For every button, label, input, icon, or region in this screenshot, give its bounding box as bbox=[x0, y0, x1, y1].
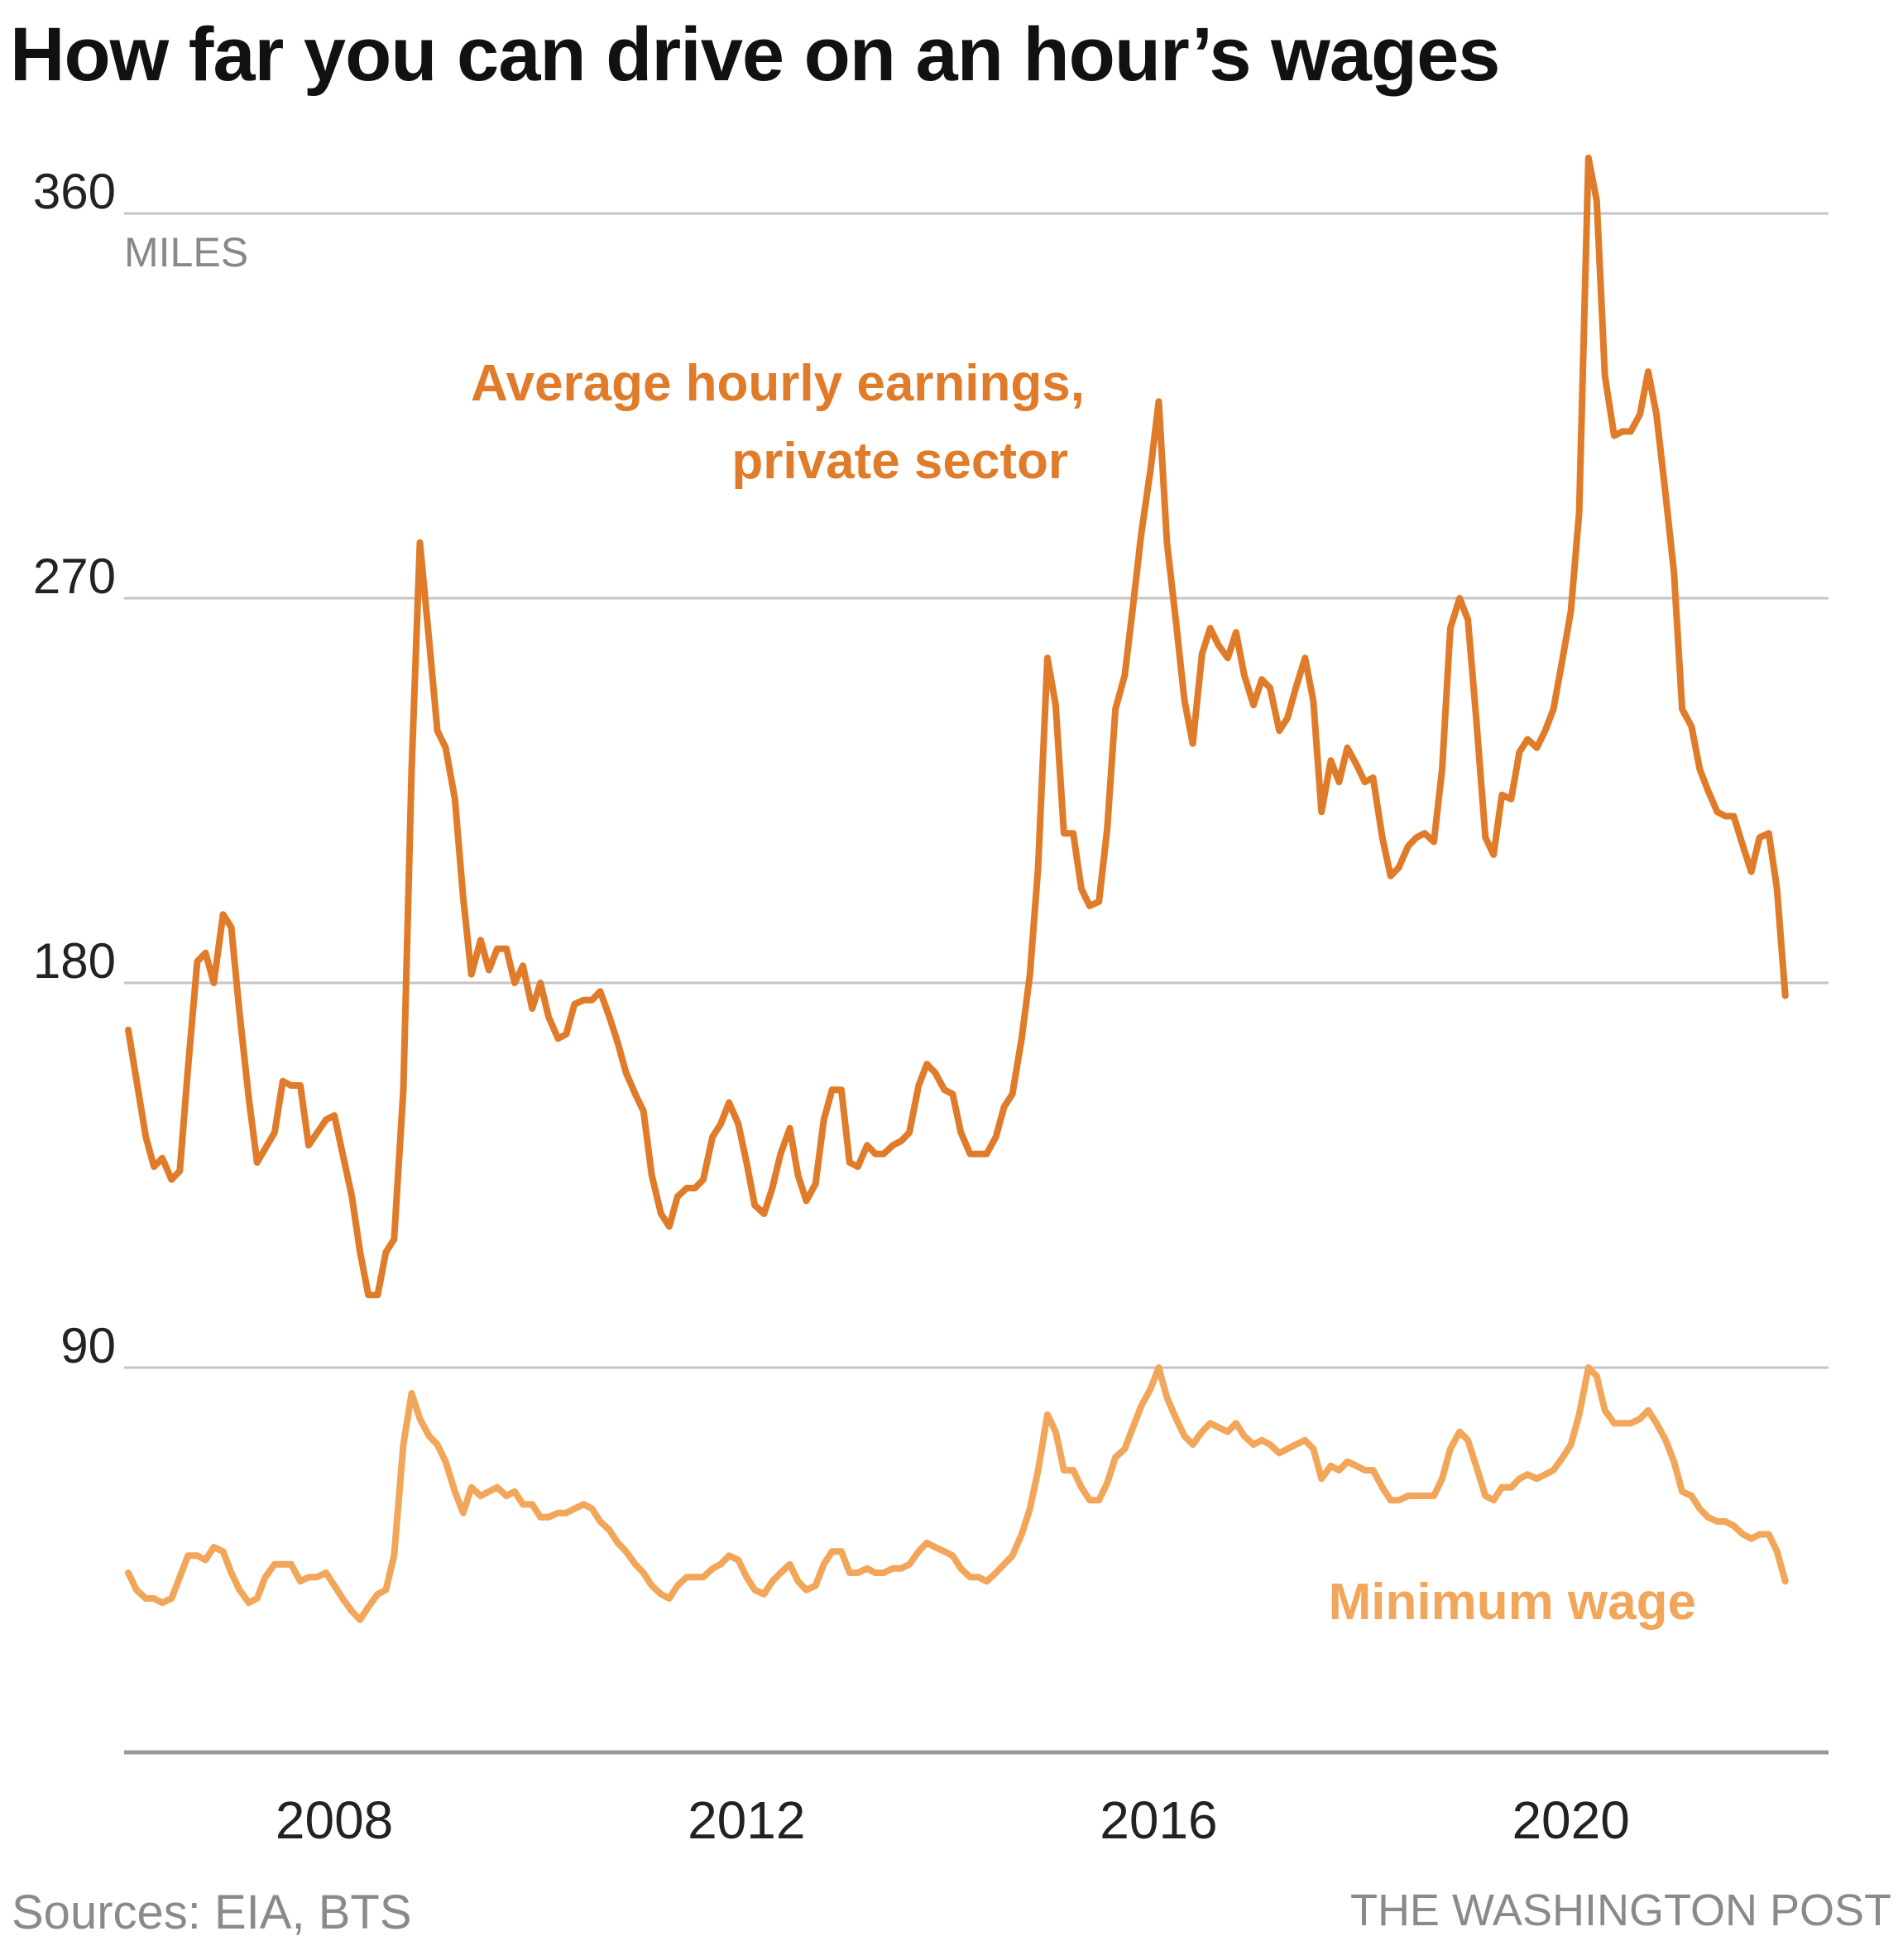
x-tick-label-2012: 2012 bbox=[688, 1790, 805, 1850]
minimum-wage-label: Minimum wage bbox=[1329, 1574, 1696, 1631]
page-title: How far you can drive on an hour’s wages bbox=[10, 12, 1500, 97]
series-lines bbox=[125, 154, 1789, 1623]
y-axis-labels: 90 180 270 360 bbox=[33, 164, 116, 1373]
x-tick-label-2008: 2008 bbox=[276, 1790, 393, 1850]
avg-earnings-label-line-2: private sector bbox=[731, 433, 1068, 490]
publisher-credit: THE WASHINGTON POST bbox=[1349, 1886, 1891, 1935]
avg-earnings-line bbox=[125, 154, 1789, 1299]
x-tick-label-2016: 2016 bbox=[1100, 1790, 1217, 1850]
avg-earnings-label-line-1: Average hourly earnings, bbox=[471, 355, 1085, 412]
y-axis-unit-label: MILES bbox=[124, 229, 248, 276]
y-tick-label-90: 90 bbox=[60, 1318, 116, 1373]
x-tick-label-2020: 2020 bbox=[1512, 1790, 1629, 1850]
sources-note: Sources: EIA, BTS bbox=[12, 1886, 412, 1939]
y-tick-label-270: 270 bbox=[33, 549, 116, 604]
y-tick-label-360: 360 bbox=[33, 164, 116, 219]
minimum-wage-line bbox=[125, 1364, 1789, 1623]
x-axis-labels: 2008 2012 2016 2020 bbox=[276, 1790, 1630, 1850]
y-tick-label-180: 180 bbox=[33, 933, 116, 989]
